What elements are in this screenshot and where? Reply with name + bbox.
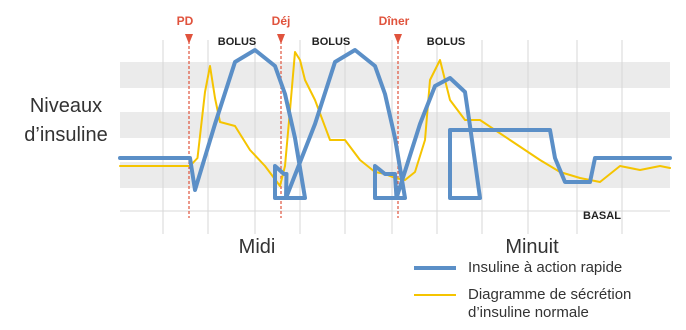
y-axis-label: Niveaux d’insuline [24, 95, 108, 146]
legend-label-rapid: Insuline à action rapide [468, 259, 623, 276]
meal-label-0: PD [177, 14, 194, 28]
bolus-label-1: BOLUS [312, 36, 351, 48]
legend: Insuline à action rapide Diagramme de sé… [414, 259, 686, 322]
meal-arrow-2 [394, 34, 402, 44]
legend-swatch-blue [414, 266, 456, 270]
legend-label-normal: Diagramme de sécrétion d’insuline normal… [468, 286, 632, 321]
chart-labels: PD Déj Dîner BOLUS BOLUS BOLUS BASAL Midi Minuit [177, 14, 622, 258]
x-tick-label-1: Minuit [505, 236, 559, 258]
legend-item-normal: Diagramme de sécrétion d’insuline normal… [414, 286, 686, 322]
grid-band-0 [120, 62, 670, 88]
x-tick-label-0: Midi [239, 236, 276, 258]
meal-markers [185, 34, 402, 218]
series-normal-secretion [119, 51, 671, 187]
bolus-label-2: BOLUS [427, 36, 466, 48]
legend-swatch-yellow [414, 294, 456, 296]
basal-label: BASAL [583, 210, 621, 222]
series-layer [118, 48, 672, 200]
meal-arrow-1 [277, 34, 285, 44]
bolus-label-0: BOLUS [218, 36, 257, 48]
legend-item-rapid: Insuline à action rapide [414, 259, 686, 277]
meal-label-2: Dîner [379, 14, 410, 28]
grid-bands [120, 62, 670, 188]
meal-label-1: Déj [272, 14, 291, 28]
meal-arrow-0 [185, 34, 193, 44]
series-rapid-insulin [118, 48, 672, 200]
